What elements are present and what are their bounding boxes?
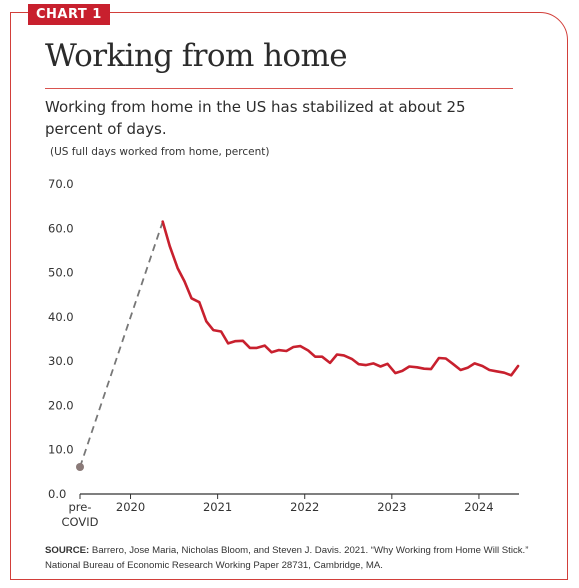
x-tick-label: COVID <box>62 515 99 529</box>
y-tick-label: 10.0 <box>48 443 74 457</box>
x-tick-label: 2024 <box>464 500 493 514</box>
pre-covid-point <box>76 462 84 471</box>
pre-covid-connector <box>79 221 164 468</box>
chart-subtitle: Working from home in the US has stabiliz… <box>45 98 466 138</box>
chart-card <box>10 12 568 580</box>
x-tick-label: 2021 <box>203 500 232 514</box>
y-tick-label: 70.0 <box>48 177 74 191</box>
x-tick-label: 2020 <box>116 500 145 514</box>
source-note: SOURCE: Barrero, Jose Maria, Nicholas Bl… <box>45 543 535 573</box>
x-tick-label: 2022 <box>290 500 319 514</box>
units-label: (US full days worked from home, percent) <box>50 146 270 158</box>
chart-number-tag: CHART 1 <box>28 4 110 25</box>
x-tick-label: pre- <box>69 500 92 514</box>
chart-title: Working from home <box>45 38 348 74</box>
source-label: SOURCE: <box>45 545 90 556</box>
title-divider <box>45 88 513 89</box>
y-tick-label: 30.0 <box>48 354 74 368</box>
y-tick-label: 20.0 <box>48 398 74 412</box>
x-tick-label: 2023 <box>377 500 406 514</box>
y-tick-label: 40.0 <box>48 310 74 324</box>
series-line <box>161 220 520 377</box>
y-tick-label: 0.0 <box>48 487 66 501</box>
source-text: Barrero, Jose Maria, Nicholas Bloom, and… <box>45 545 529 571</box>
y-tick-label: 60.0 <box>48 221 74 235</box>
y-tick-label: 50.0 <box>48 266 74 280</box>
